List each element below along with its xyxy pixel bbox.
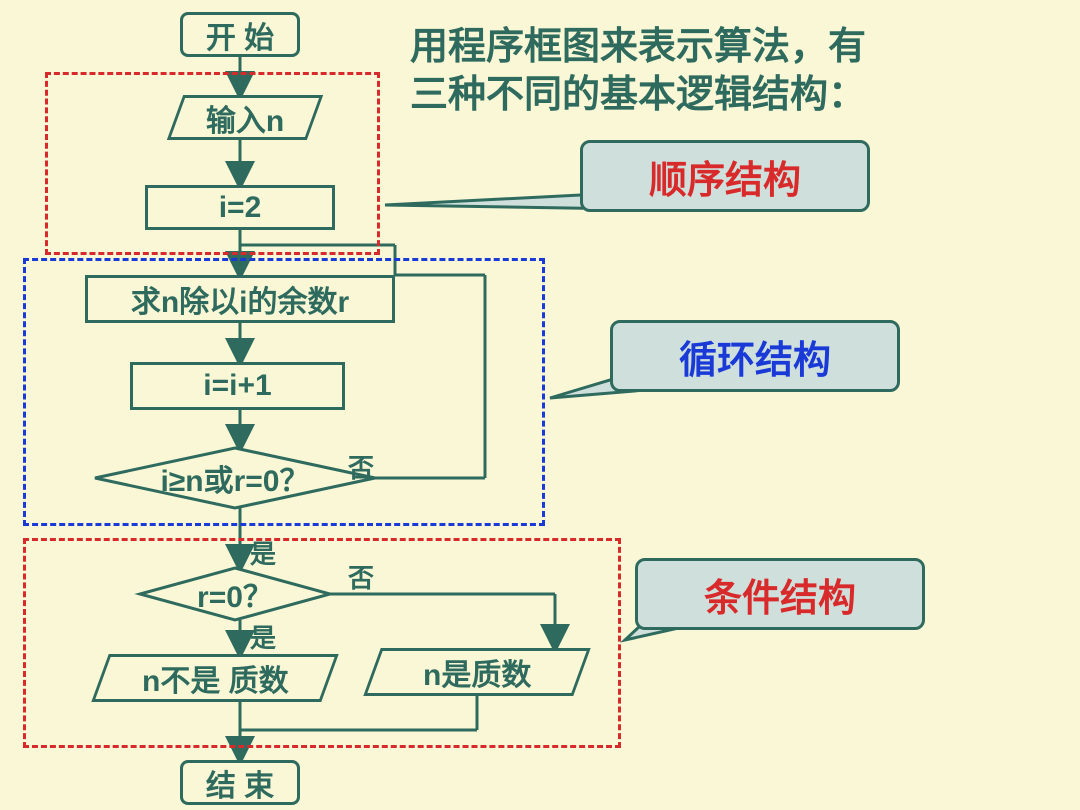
- node-isprime-label: n是质数: [423, 650, 531, 694]
- callout-sequence: 顺序结构: [580, 140, 870, 212]
- node-init-label: i=2: [219, 191, 262, 225]
- node-mod: 求n除以i的余数r: [85, 275, 395, 323]
- callout-loop-label: 循环结构: [679, 329, 831, 384]
- callout-condition-label: 条件结构: [704, 567, 856, 622]
- node-start: 开 始: [180, 12, 300, 57]
- callout-loop: 循环结构: [610, 320, 900, 392]
- callout-sequence-label: 顺序结构: [649, 149, 801, 204]
- node-end: 结 束: [180, 760, 300, 805]
- node-inc: i=i+1: [130, 362, 345, 410]
- node-cond2: r=0？: [140, 568, 330, 620]
- node-end-label: 结 束: [206, 761, 274, 805]
- node-mod-label: 求n除以i的余数r: [131, 277, 349, 321]
- node-cond1-label: i≥n或r=0？: [160, 456, 309, 500]
- node-cond1: i≥n或r=0？: [95, 448, 375, 508]
- node-input: 输入n: [167, 95, 323, 140]
- page-title-line2: 三种不同的基本逻辑结构：: [410, 63, 866, 118]
- node-inc-label: i=i+1: [203, 369, 271, 403]
- node-notprime: n不是 质数: [91, 654, 338, 702]
- label-no-2: 否: [348, 558, 374, 595]
- node-isprime: n是质数: [363, 648, 590, 696]
- node-cond2-label: r=0？: [197, 572, 273, 616]
- label-yes-1: 是: [250, 534, 276, 571]
- callout-condition: 条件结构: [635, 558, 925, 630]
- node-input-label: 输入n: [206, 96, 284, 140]
- label-yes-2: 是: [250, 618, 276, 655]
- page-title-line1: 用程序框图来表示算法，有: [410, 15, 866, 70]
- node-start-label: 开 始: [206, 13, 274, 57]
- label-no-1: 否: [348, 448, 374, 485]
- node-init: i=2: [145, 185, 335, 230]
- node-notprime-label: n不是 质数: [142, 656, 289, 700]
